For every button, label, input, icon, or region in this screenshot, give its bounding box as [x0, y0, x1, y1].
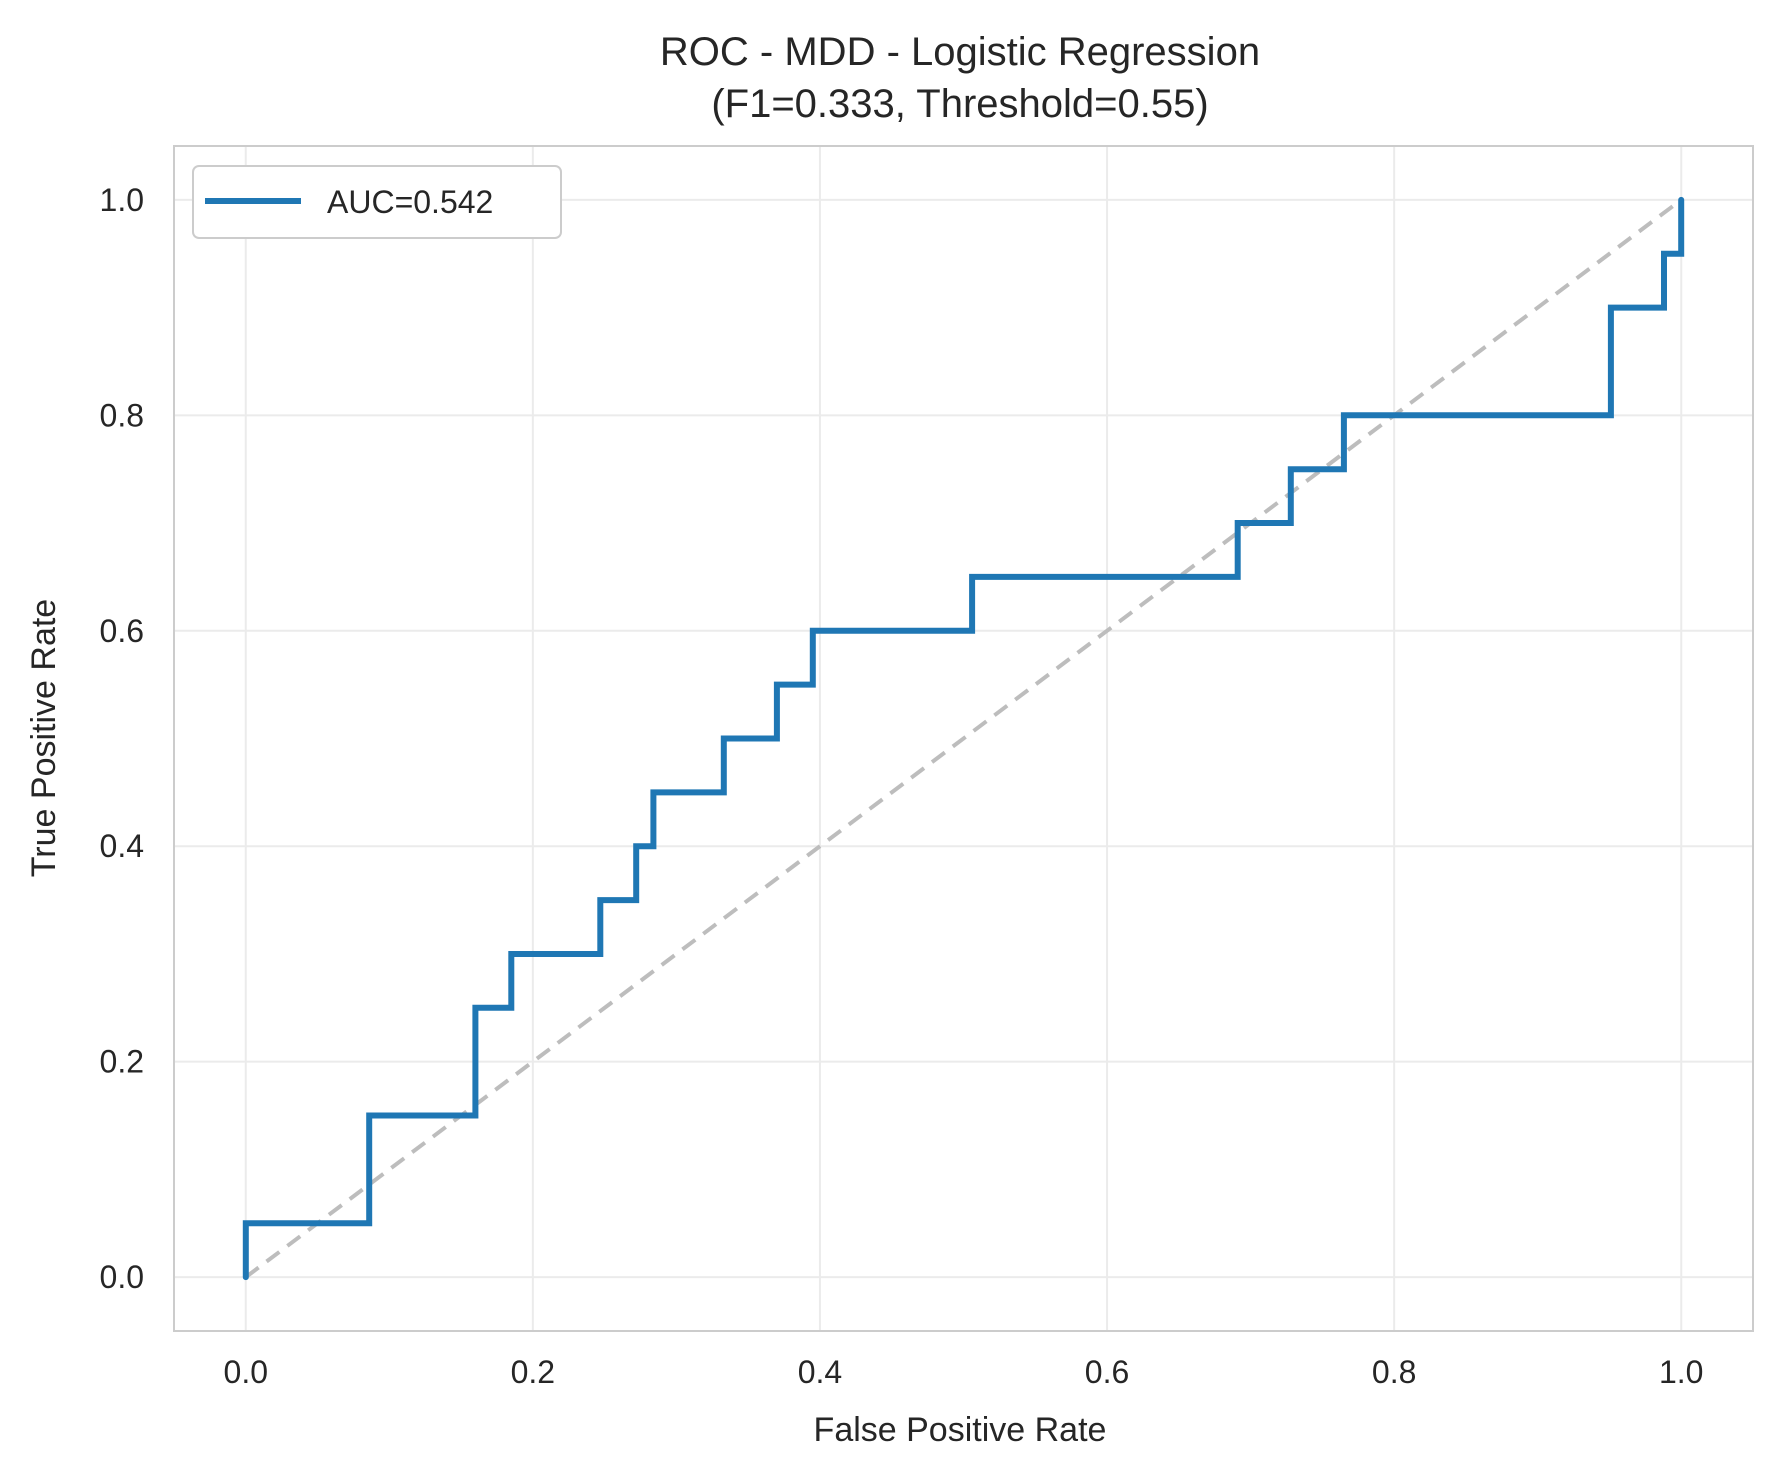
y-tick-labels: 0.0 0.2 0.4 0.6 0.8 1.0	[100, 182, 144, 1295]
x-tick-label: 0.4	[798, 1354, 842, 1390]
roc-curve-line	[242, 196, 1685, 1281]
chart-title: ROC - MDD - Logistic Regression	[660, 30, 1260, 74]
plot-frame	[173, 145, 1754, 1332]
y-tick-label: 0.2	[100, 1044, 144, 1080]
legend-box	[192, 165, 562, 239]
reference-diagonal	[244, 198, 1683, 1279]
x-tick-labels: 0.0 0.2 0.4 0.6 0.8 1.0	[224, 1354, 1704, 1390]
y-axis-label: True Positive Rate	[25, 599, 63, 877]
x-tick-label: 0.6	[1085, 1354, 1129, 1390]
chart-subtitle: (F1=0.333, Threshold=0.55)	[711, 82, 1208, 126]
legend: AUC=0.542	[192, 165, 562, 239]
x-tick-label: 0.8	[1372, 1354, 1416, 1390]
x-axis-label: False Positive Rate	[814, 1411, 1107, 1449]
y-tick-label: 0.4	[100, 828, 144, 864]
x-tick-label: 0.0	[224, 1354, 268, 1390]
y-tick-label: 0.8	[100, 397, 144, 433]
y-tick-label: 0.0	[100, 1259, 144, 1295]
y-tick-label: 1.0	[100, 182, 144, 218]
reference-line	[244, 198, 1683, 1279]
x-tick-label: 1.0	[1659, 1354, 1703, 1390]
x-tick-label: 0.2	[511, 1354, 555, 1390]
legend-label: AUC=0.542	[327, 184, 493, 220]
y-tick-label: 0.6	[100, 613, 144, 649]
series-group	[242, 196, 1685, 1281]
